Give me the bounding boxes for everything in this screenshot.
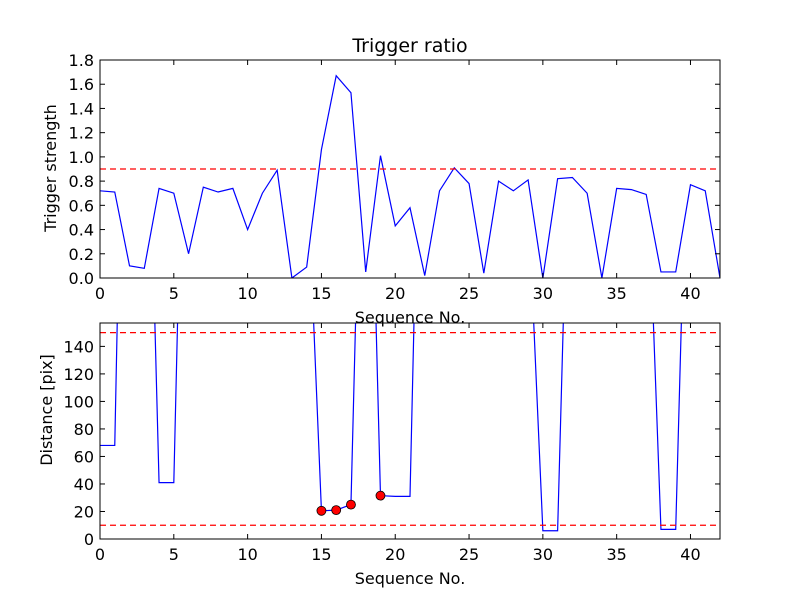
y-tick-label: 60 — [74, 447, 94, 466]
y-tick-label: 0 — [84, 530, 94, 549]
x-tick-label: 5 — [169, 284, 179, 303]
x-tick-label: 40 — [680, 284, 700, 303]
x-tick-label: 15 — [311, 545, 331, 564]
y-tick-label: 1.0 — [69, 148, 94, 167]
x-tick-label: 10 — [237, 545, 257, 564]
y-tick-label: 0.8 — [69, 172, 94, 191]
data-marker — [316, 505, 327, 516]
y-tick-label: 0.0 — [69, 269, 94, 288]
data-marker — [375, 490, 386, 501]
y-tick-label: 0.2 — [69, 245, 94, 264]
y-tick-label: 1.8 — [69, 51, 94, 70]
x-tick-label: 0 — [95, 284, 105, 303]
x-tick-label: 35 — [606, 284, 626, 303]
y-tick-label: 1.2 — [69, 124, 94, 143]
y-tick-label: 0.4 — [69, 221, 94, 240]
x-tick-label: 35 — [606, 545, 626, 564]
y-tick-label: 80 — [74, 420, 94, 439]
x-tick-label: 25 — [459, 284, 479, 303]
chart-title: Trigger ratio — [351, 35, 467, 57]
x-tick-label: 5 — [169, 545, 179, 564]
series-line-0 — [100, 74, 720, 278]
y-tick-label: 0.6 — [69, 196, 94, 215]
y-tick-label: 1.6 — [69, 75, 94, 94]
data-marker — [346, 499, 356, 510]
x-tick-label: 0 — [95, 545, 105, 564]
x-tick-label: 30 — [533, 284, 553, 303]
y-axis-label: Distance [pix] — [37, 354, 56, 466]
x-tick-label: 10 — [237, 284, 257, 303]
y-tick-label: 140 — [63, 337, 94, 356]
y-tick-label: 120 — [63, 365, 94, 384]
y-tick-label: 20 — [74, 502, 94, 521]
x-axis-label: Sequence No. — [355, 569, 466, 588]
y-tick-label: 100 — [63, 392, 94, 411]
plot-frame — [99, 322, 721, 540]
series-line-0 — [100, 323, 682, 532]
x-tick-label: 25 — [459, 545, 479, 564]
x-axis-label: Sequence No. — [355, 308, 466, 327]
y-tick-label: 40 — [74, 475, 94, 494]
plot-frame — [99, 59, 721, 279]
x-tick-label: 30 — [533, 545, 553, 564]
x-tick-label: 15 — [311, 284, 331, 303]
y-tick-label: 1.4 — [69, 99, 94, 118]
y-axis-label: Trigger strength — [41, 104, 60, 233]
x-tick-label: 40 — [680, 545, 700, 564]
x-tick-label: 20 — [385, 284, 405, 303]
data-marker — [331, 505, 342, 516]
distance-panel: Sequence No. Distance [pix] 0 5 10 15 20 25 30… — [37, 322, 721, 588]
trigger-ratio-panel: Trigger ratio Sequence No. Trigger stren… — [41, 35, 721, 327]
x-tick-label: 20 — [385, 545, 405, 564]
